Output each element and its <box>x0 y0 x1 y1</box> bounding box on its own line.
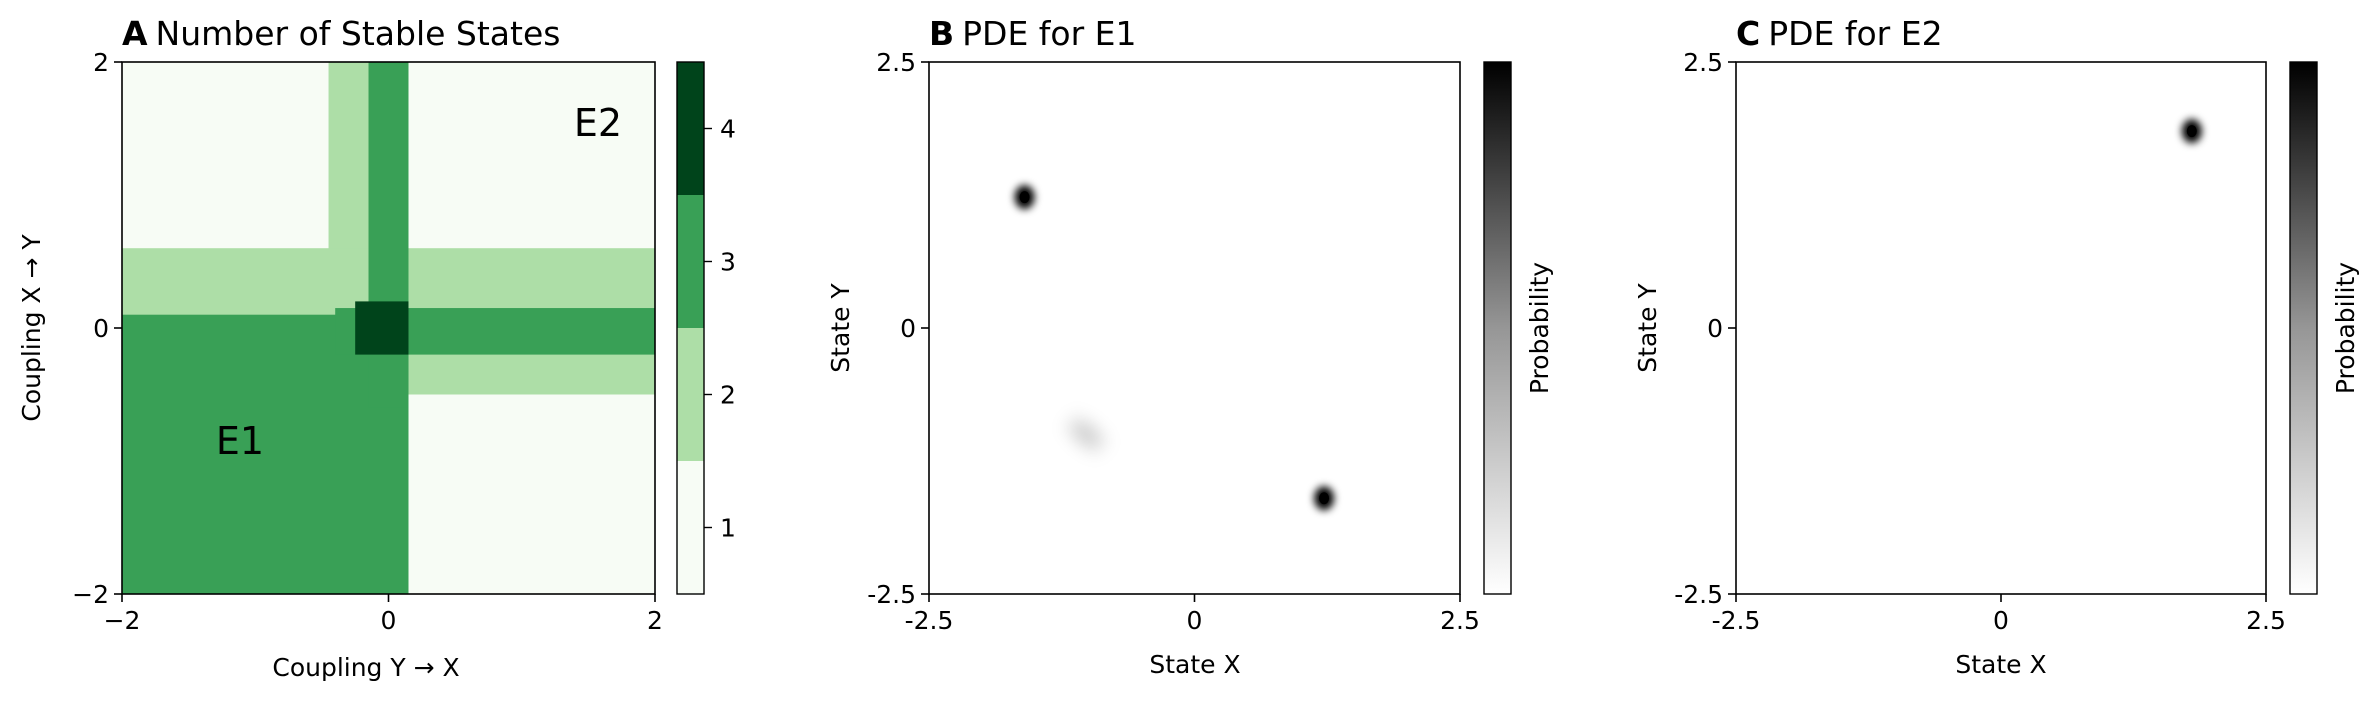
y-tick-label: 0 <box>1707 314 1723 343</box>
panel-c: C PDE for E2 -2.5 0 2.5 -2.5 0 2.5 State X Sta… <box>1633 14 2360 679</box>
colorbar-segment <box>677 461 704 594</box>
panel-b-ylabel: State Y <box>826 283 855 373</box>
panel-b-colorbar <box>1483 61 1512 595</box>
y-tick-label: 2.5 <box>1683 48 1723 77</box>
panel-c-ylabel: State Y <box>1633 283 1662 373</box>
panel-a-axes: −2 0 2 −2 0 2 <box>72 48 663 635</box>
heatmap-region <box>355 301 409 355</box>
colorbar-frame <box>676 61 705 595</box>
panel-c-title-text: PDE for E2 <box>1768 14 1942 53</box>
panel-b-letter: B <box>929 14 954 53</box>
colorbar-tick-label: 1 <box>720 514 736 543</box>
density-peak-core <box>2186 125 2197 138</box>
x-tick-label: 2.5 <box>2246 606 2286 635</box>
colorbar-segment <box>677 328 704 461</box>
y-tick-label: −2 <box>72 580 109 609</box>
panel-c-title: C PDE for E2 <box>1736 14 1943 53</box>
y-tick-label: 0 <box>900 314 916 343</box>
density-peak-faint <box>1069 419 1103 449</box>
x-tick-label: 2 <box>647 606 663 635</box>
panel-b-title: B PDE for E1 <box>929 14 1137 53</box>
density-peak-core <box>1019 191 1030 204</box>
panel-a-ylabel: Coupling X → Y <box>17 234 46 422</box>
panel-a-heatmap <box>122 62 655 594</box>
colorbar-segment <box>677 195 704 328</box>
panel-a-colorbar: 1 2 3 4 <box>676 61 736 595</box>
panel-a-xlabel: Coupling Y → X <box>272 653 459 682</box>
colorbar-segment <box>677 62 704 195</box>
panel-b-axes: -2.5 0 2.5 -2.5 0 2.5 <box>867 48 1480 635</box>
colorbar-tick-label: 2 <box>720 381 736 410</box>
panel-a-title: A Number of Stable States <box>122 14 560 53</box>
y-tick-label: -2.5 <box>867 580 916 609</box>
annotation-e2: E2 <box>574 101 622 145</box>
x-tick-label: 0 <box>1993 606 2009 635</box>
heatmap-region <box>122 314 409 594</box>
panel-a: A Number of Stable States −2 0 2−202 E1 E2 … <box>17 14 736 682</box>
y-tick-label: 2 <box>93 48 109 77</box>
x-tick-label: -2.5 <box>1712 606 1761 635</box>
panel-c-colorbar <box>2289 61 2318 595</box>
panel-b-background <box>929 62 1460 594</box>
x-tick-label: 2.5 <box>1440 606 1480 635</box>
y-tick-label: -2.5 <box>1674 580 1723 609</box>
panel-b-colorbar-label: Probability <box>1525 262 1554 394</box>
heatmap-region <box>368 62 409 408</box>
panel-c-letter: C <box>1736 14 1760 53</box>
panel-b-title-text: PDE for E1 <box>962 14 1136 53</box>
density-peak-core <box>1319 492 1330 505</box>
panel-b-xlabel: State X <box>1149 650 1240 679</box>
x-tick-label: 0 <box>381 606 397 635</box>
x-tick-label: −2 <box>104 606 141 635</box>
panel-a-letter: A <box>122 14 148 53</box>
panel-c-colorbar-label: Probability <box>2331 262 2360 394</box>
x-tick-label: -2.5 <box>905 606 954 635</box>
panel-b: B PDE for E1 -2.5 0 2.5 -2.5 0 2.5 State X Sta… <box>826 14 1554 679</box>
panel-c-background <box>1736 62 2266 594</box>
panel-a-title-text: Number of Stable States <box>156 14 561 53</box>
x-tick-label: 0 <box>1187 606 1203 635</box>
panel-c-axes: -2.5 0 2.5 -2.5 0 2.5 <box>1674 48 2286 635</box>
colorbar-tick-label: 3 <box>720 248 736 277</box>
panel-c-density <box>2181 119 2202 144</box>
annotation-e1: E1 <box>216 419 264 463</box>
panel-b-density <box>1014 185 1335 511</box>
y-tick-label: 2.5 <box>876 48 916 77</box>
colorbar-tick-label: 4 <box>720 115 736 144</box>
panel-c-xlabel: State X <box>1955 650 2046 679</box>
y-tick-label: 0 <box>93 314 109 343</box>
